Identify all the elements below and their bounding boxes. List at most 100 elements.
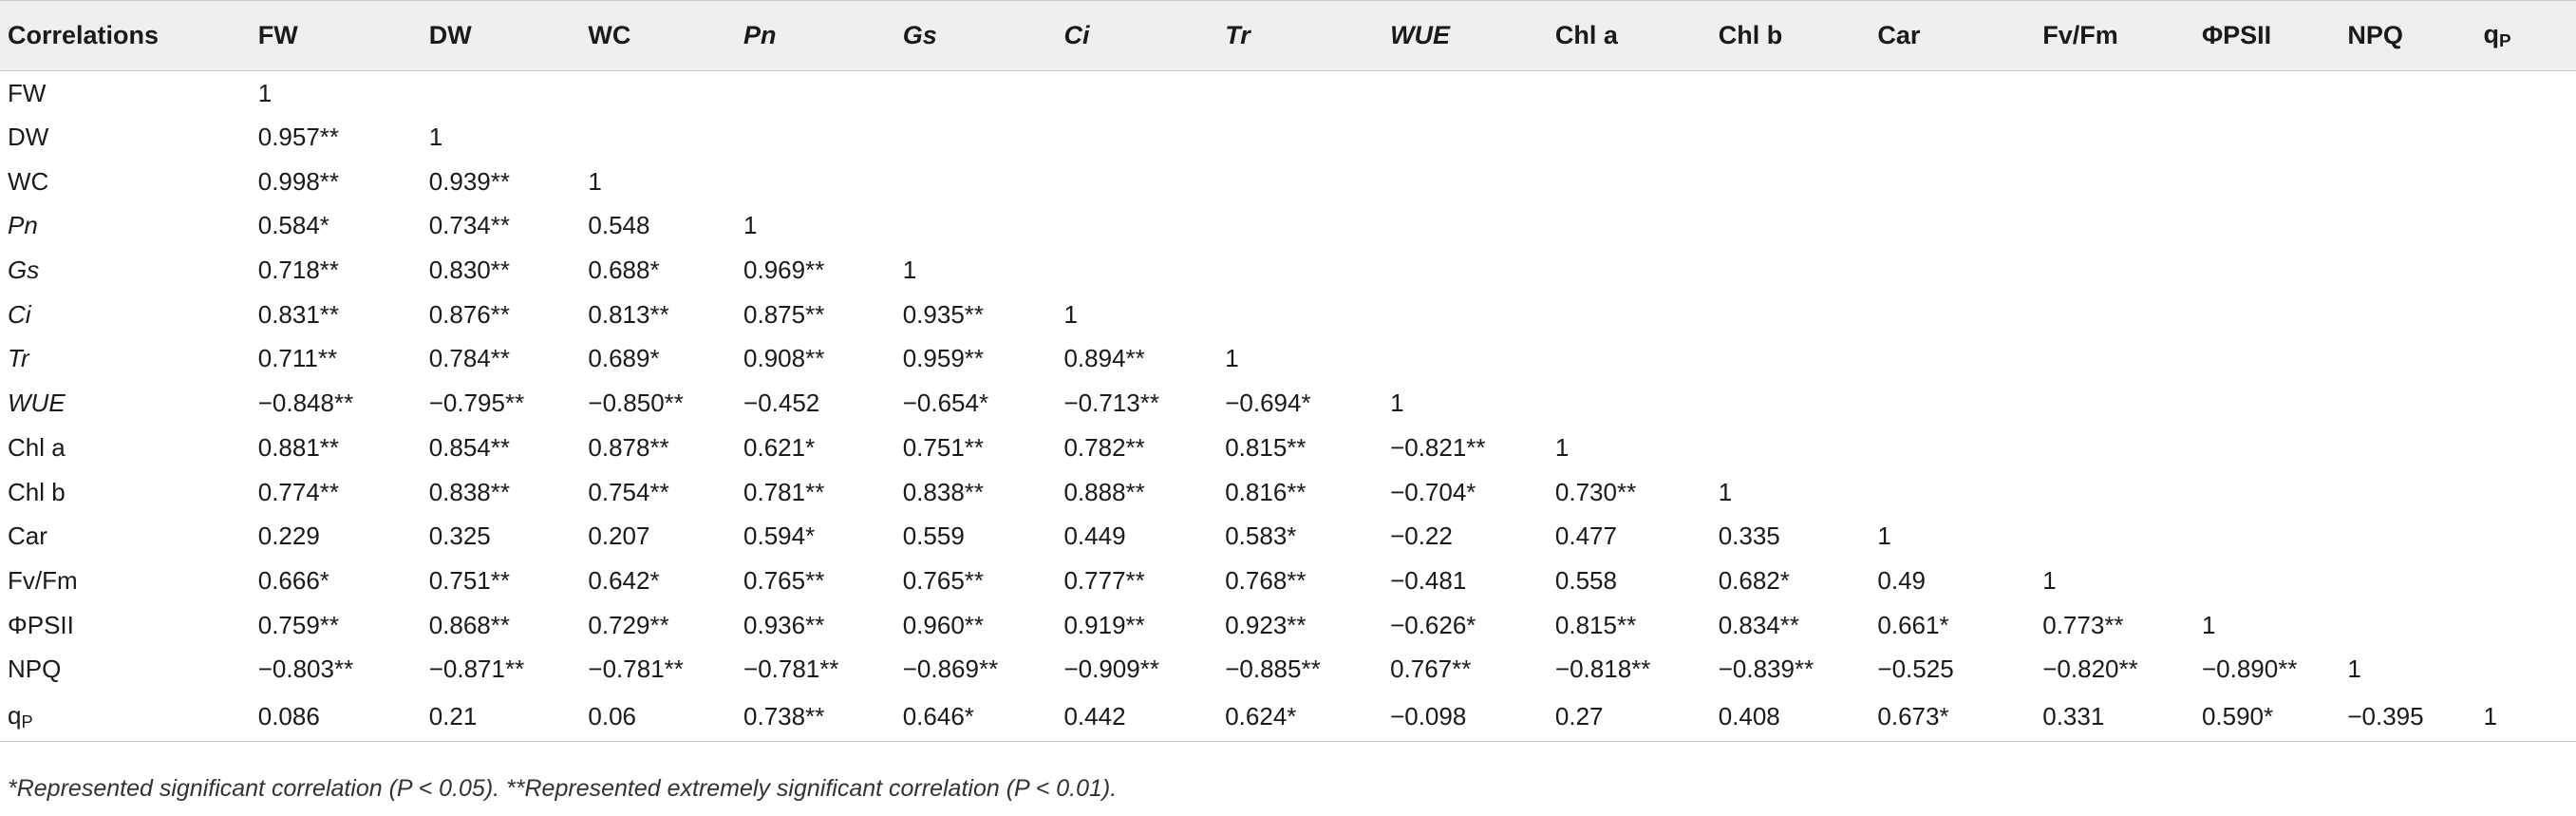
table-cell: 0.834** — [1718, 610, 1800, 639]
table-cell — [1707, 293, 1867, 337]
table-cell — [1379, 160, 1544, 204]
table-cell — [1707, 381, 1867, 426]
table-cell — [1707, 248, 1867, 293]
table-cell: 0.815** — [1225, 432, 1307, 462]
table-cell — [2031, 71, 2191, 116]
table-cell — [1866, 71, 2031, 116]
table-cell: −0.848** — [257, 389, 354, 418]
table-cell — [2473, 71, 2576, 116]
table-cell — [2473, 381, 2576, 426]
table-cell — [1707, 160, 1867, 204]
table-cell: 0.335 — [1718, 522, 1780, 551]
table-cell: 0.777** — [1063, 565, 1145, 595]
table-cell: 0.325 — [428, 522, 491, 551]
column-header: ΦPSII — [2190, 0, 2337, 71]
table-cell — [1866, 470, 2031, 515]
table-cell — [2336, 470, 2472, 515]
row-label: Pn — [8, 211, 38, 240]
table-cell: −0.909** — [1063, 655, 1159, 684]
table-cell — [1866, 381, 2031, 426]
table-cell: 0.774** — [257, 477, 340, 506]
column-header: FW — [246, 0, 418, 71]
table-cell: 0.086 — [246, 692, 418, 743]
table-cell: 0.442 — [1052, 692, 1214, 743]
table-cell: 0.642* — [588, 565, 660, 595]
table-cell — [1213, 293, 1379, 337]
table-cell — [2031, 160, 2191, 204]
table-cell: 0.449 — [1063, 522, 1126, 551]
table-cell — [1052, 71, 1213, 116]
table-cell: 0.548 — [588, 211, 650, 240]
table-cell — [1544, 293, 1707, 337]
table-cell — [2473, 603, 2576, 648]
table-cell: 0.558 — [1554, 565, 1617, 595]
column-header: Fv/Fm — [2031, 0, 2191, 71]
row-label: Ci — [8, 299, 31, 329]
table-cell: 0.477 — [1554, 522, 1617, 551]
column-header: Tr — [1213, 0, 1380, 71]
table-cell — [2336, 603, 2472, 648]
table-cell — [2336, 71, 2472, 116]
table-cell: 0.813** — [588, 299, 669, 329]
row-label: qP — [0, 692, 247, 743]
table-row: Chl b 0.774** 0.838** 0.754** 0.781** 0.838**… — [0, 470, 2576, 515]
table-cell — [1707, 426, 1867, 470]
table-cell: 0.207 — [588, 522, 650, 551]
table-cell: −0.694* — [1225, 389, 1311, 418]
table-cell — [2473, 160, 2576, 204]
table-cell: 1 — [257, 78, 273, 107]
table-cell: 0.959** — [902, 344, 985, 373]
table-cell: 0.816** — [1225, 477, 1307, 506]
table-cell: 0.559 — [902, 522, 965, 551]
table-cell: 0.878** — [588, 432, 669, 462]
table-cell — [1707, 204, 1867, 249]
table-cell: 0.838** — [428, 477, 511, 506]
table-cell — [892, 71, 1053, 116]
table-cell: 0.854** — [428, 432, 511, 462]
table-cell — [1866, 248, 2031, 293]
table-cell: 0.908** — [743, 344, 825, 373]
table-cell: 0.229 — [257, 522, 320, 551]
table-cell: 0.957** — [257, 123, 340, 152]
table-cell: 0.830** — [428, 256, 511, 285]
table-cell: 0.768** — [1225, 565, 1307, 595]
table-row: Tr 0.711** 0.784** 0.689* 0.908** 0.959** 0.89… — [0, 337, 2576, 382]
table-cell — [1379, 204, 1544, 249]
table-cell: 0.876** — [428, 299, 511, 329]
table-cell: −0.525 — [1877, 655, 1954, 684]
table-cell — [2031, 426, 2191, 470]
table-cell: 1 — [1877, 522, 1891, 551]
correlation-table-container: Correlations FW DW WC Pn Gs Ci Tr WUE Ch… — [0, 0, 2576, 743]
table-cell: 1 — [1390, 389, 1404, 418]
table-cell: −0.869** — [902, 655, 999, 684]
table-cell: −0.821** — [1390, 432, 1486, 462]
table-cell: −0.871** — [428, 655, 525, 684]
table-cell — [1544, 160, 1707, 204]
row-label: WUE — [8, 389, 66, 418]
table-cell: 0.868** — [428, 610, 511, 639]
table-cell: −0.839** — [1718, 655, 1814, 684]
column-header: Ci — [1052, 0, 1214, 71]
table-cell — [732, 160, 892, 204]
table-cell: 0.782** — [1063, 432, 1145, 462]
table-cell: 0.27 — [1543, 692, 1707, 743]
table-cell: −0.803** — [257, 655, 354, 684]
table-cell: 0.594* — [743, 522, 816, 551]
table-cell — [2191, 559, 2336, 603]
table-cell — [1052, 248, 1213, 293]
table-cell: 0.754** — [588, 477, 669, 506]
table-cell: 0.21 — [417, 692, 577, 743]
table-cell — [1707, 337, 1867, 382]
table-cell: 1 — [1554, 432, 1570, 462]
table-cell — [892, 204, 1053, 249]
table-cell: −0.885** — [1225, 655, 1321, 684]
table-cell — [1866, 204, 2031, 249]
table-row: ΦPSII 0.759** 0.868** 0.729** 0.936** 0.960**… — [0, 603, 2576, 648]
table-cell — [2191, 160, 2336, 204]
table-cell — [1866, 115, 2031, 160]
table-cell: 0.590* — [2190, 692, 2337, 743]
table-cell: −0.713** — [1063, 389, 1159, 418]
table-cell — [1707, 115, 1867, 160]
table-cell: 0.584* — [257, 211, 329, 240]
table-cell — [1544, 71, 1707, 116]
